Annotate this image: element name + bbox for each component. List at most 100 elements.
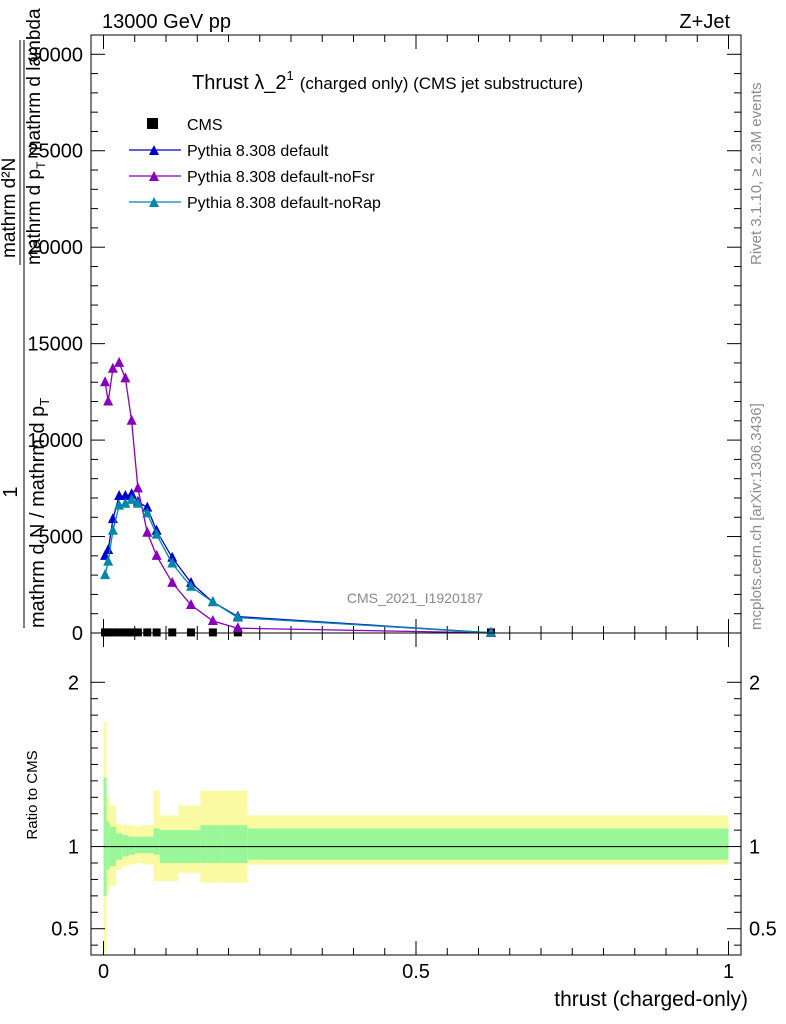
ratio-band-green (247, 828, 729, 860)
main-y-axis-label: 1 mathrm d N / mathrm d pT mathrm d²N ma… (0, 8, 52, 628)
main-plot-panel: 0 5000 10000 15000 20000 25000 30000 CMS_2021_… (0, 8, 742, 645)
x-tick-label: 1 (723, 961, 734, 983)
ratio-band-green (222, 825, 248, 863)
ratio-band-green (106, 821, 110, 870)
data-point-pythia-8-308-default-norap (486, 626, 496, 637)
main-y-tick-label: 0 (72, 623, 83, 645)
ratio-band-green (128, 836, 135, 855)
data-point-cms (104, 628, 113, 637)
main-y-tick-label: 15000 (27, 334, 83, 356)
data-point-pythia-8-308-default-norap (207, 596, 218, 607)
series-pythia-8-308-default (100, 488, 496, 637)
data-point-cms (108, 628, 117, 637)
rivet-label: Rivet 3.1.10, ≥ 2.3M events (748, 83, 765, 266)
ratio-y-tick-label-right: 2 (749, 672, 760, 694)
data-point-pythia-8-308-default-norap (142, 507, 153, 518)
data-point-pythia-8-308-default-norap (100, 569, 111, 580)
legend-marker-cms (147, 118, 158, 129)
y-label-inner-numerator: mathrm d²N (0, 158, 20, 258)
main-y-tick-label: 5000 (39, 527, 84, 549)
ratio-band-green (103, 777, 107, 896)
data-point-cms (143, 628, 152, 637)
plot-title-superscript: 1 (286, 68, 293, 83)
data-point-cms (233, 628, 242, 637)
series-pythia-8-308-default-norap (100, 493, 496, 637)
main-y-tick-label: 20000 (27, 237, 83, 259)
data-point-pythia-8-308-default-nofsr (232, 622, 243, 633)
data-point-pythia-8-308-default-norap (232, 611, 243, 622)
y-label-one: 1 (0, 486, 22, 497)
data-point-cms (168, 628, 177, 637)
ratio-y-tick-label: 0.5 (51, 919, 79, 941)
legend-label-nofsr: Pythia 8.308 default-noFsr (187, 169, 375, 186)
main-y-tick-label: 30000 (27, 44, 83, 66)
legend-marker-norap (149, 197, 159, 207)
ratio-x-axis-ticks: 0 0.5 1 (98, 633, 734, 983)
x-axis-label: thrust (charged-only) (554, 988, 748, 1011)
data-point-cms (208, 628, 217, 637)
analysis-watermark: CMS_2021_I1920187 (347, 590, 483, 606)
plot-title: Thrust λ_21 (charged only) (CMS jet subst… (192, 68, 583, 94)
data-point-cms (152, 628, 161, 637)
data-point-pythia-8-308-default-nofsr (100, 376, 111, 387)
main-y-tick-label: 25000 (27, 141, 83, 163)
y-label-denominator: mathrm d N / mathrm d pT (27, 398, 52, 628)
plot-title-rest: (charged only) (CMS jet substructure) (300, 74, 583, 93)
legend-marker-default (149, 145, 159, 155)
data-point-pythia-8-308-default (142, 501, 153, 512)
ratio-y-tick-label: 2 (68, 672, 79, 694)
data-point-pythia-8-308-default-norap (120, 497, 131, 508)
data-point-pythia-8-308-default-nofsr (142, 526, 153, 537)
data-point-pythia-8-308-default-nofsr (151, 549, 162, 560)
main-y-tick-label: 10000 (27, 430, 83, 452)
ratio-band-green (134, 836, 141, 854)
data-point-pythia-8-308-default-nofsr (120, 372, 131, 383)
data-point-pythia-8-308-default-norap (151, 528, 162, 539)
ratio-plot-frame (90, 632, 742, 956)
y-label-inner-denominator: mathrm d pT mathrm d lambda (24, 8, 48, 265)
data-point-cms (133, 628, 142, 637)
data-point-pythia-8-308-default (103, 544, 114, 555)
legend-label-cms: CMS (187, 117, 223, 134)
data-point-pythia-8-308-default-nofsr (126, 414, 137, 425)
ratio-y-tick-label-right: 1 (749, 837, 760, 859)
legend: CMS Pythia 8.308 default Pythia 8.308 de… (129, 117, 381, 212)
ratio-band-green (122, 835, 129, 857)
data-point-pythia-8-308-default-nofsr (103, 395, 114, 406)
ratio-band-green (200, 825, 223, 863)
data-point-pythia-8-308-default-norap (107, 524, 118, 535)
data-point-pythia-8-308-default-norap (132, 497, 143, 508)
series-line-pythia-8-308-default (104, 493, 492, 634)
data-point-cms (115, 628, 124, 637)
data-point-pythia-8-308-default-nofsr (186, 599, 196, 610)
mcplots-label: mcplots.cern.ch [arXiv:1306.3436] (748, 403, 765, 630)
data-point-pythia-8-308-default-nofsr (132, 482, 143, 493)
data-point-pythia-8-308-default-nofsr (107, 362, 118, 373)
series-line-pythia-8-308-default-norap (104, 499, 492, 634)
ratio-y-axis-label: Ratio to CMS (24, 750, 41, 839)
ratio-plot-panel: 0.5 0.51 12 2 0 0.5 1 Ratio to CMS thrust (ch… (24, 632, 777, 1011)
x-tick-label: 0 (98, 961, 109, 983)
ratio-band-green (153, 828, 160, 855)
data-point-pythia-8-308-default-norap (126, 493, 137, 504)
ratio-y-axis-ticks: 0.5 0.5 1 1 2 2 (51, 672, 777, 946)
plot-title-main: Thrust λ_2 (192, 72, 286, 94)
data-point-cms (121, 628, 130, 637)
ratio-y-tick-label: 1 (68, 837, 79, 859)
x-tick-label: 0.5 (402, 961, 430, 983)
legend-label-norap: Pythia 8.308 default-noRap (187, 195, 381, 212)
legend-marker-nofsr (149, 171, 159, 181)
main-series-group (100, 356, 496, 637)
data-point-pythia-8-308-default-norap (167, 557, 178, 568)
ratio-band-green (141, 836, 154, 854)
data-point-pythia-8-308-default-norap (186, 580, 196, 591)
legend-label-default: Pythia 8.308 default (187, 143, 329, 160)
data-point-pythia-8-308-default-nofsr (114, 356, 125, 367)
ratio-y-tick-label-right: 0.5 (749, 919, 777, 941)
header-right: Z+Jet (679, 11, 730, 33)
data-point-cms (127, 628, 136, 637)
data-point-pythia-8-308-default-norap (103, 555, 114, 566)
main-y-axis-ticks: 0 5000 10000 15000 20000 25000 30000 (27, 44, 741, 645)
data-point-pythia-8-308-default-nofsr (167, 576, 178, 587)
